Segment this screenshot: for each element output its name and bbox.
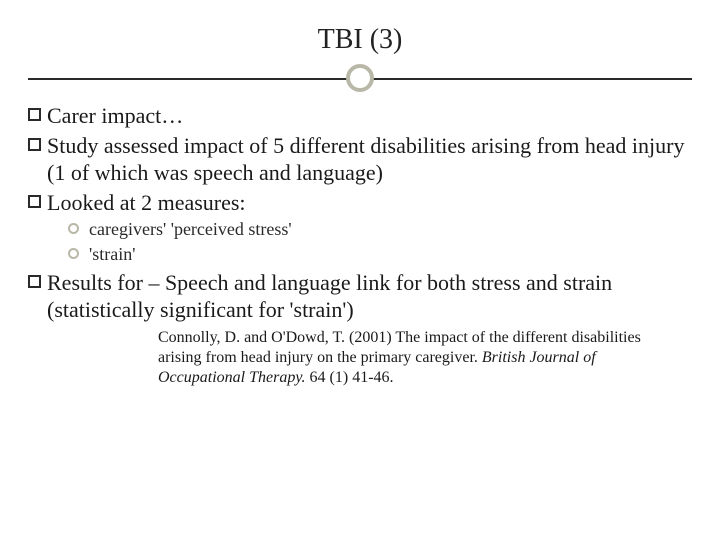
- slide-container: TBI (3) Carer impact… Study assessed imp…: [0, 0, 720, 540]
- square-bullet-icon: [28, 195, 41, 208]
- square-bullet-icon: [28, 108, 41, 121]
- ring-bullet-icon: [68, 223, 79, 234]
- bullet-text: Looked at 2 measures:: [47, 189, 692, 217]
- bullet-text: Carer impact…: [47, 102, 692, 130]
- bullet-item: Looked at 2 measures:: [28, 189, 692, 217]
- slide-title: TBI (3): [28, 24, 692, 56]
- title-divider: [28, 64, 692, 94]
- square-bullet-icon: [28, 138, 41, 151]
- sub-bullet-text: 'strain': [89, 243, 135, 266]
- bullet-item: Results for – Speech and language link f…: [28, 269, 692, 324]
- citation-block: Connolly, D. and O'Dowd, T. (2001) The i…: [158, 328, 662, 388]
- citation-suffix: 64 (1) 41-46.: [306, 369, 394, 386]
- sub-bullet-text: caregivers' 'perceived stress': [89, 218, 292, 241]
- square-bullet-icon: [28, 275, 41, 288]
- divider-circle-icon: [346, 64, 374, 92]
- sub-bullet-item: 'strain': [68, 243, 692, 266]
- bullet-text: Results for – Speech and language link f…: [47, 269, 692, 324]
- sub-bullet-item: caregivers' 'perceived stress': [68, 218, 692, 241]
- bullet-item: Carer impact…: [28, 102, 692, 130]
- bullet-item: Study assessed impact of 5 different dis…: [28, 132, 692, 187]
- ring-bullet-icon: [68, 248, 79, 259]
- bullet-text: Study assessed impact of 5 different dis…: [47, 132, 692, 187]
